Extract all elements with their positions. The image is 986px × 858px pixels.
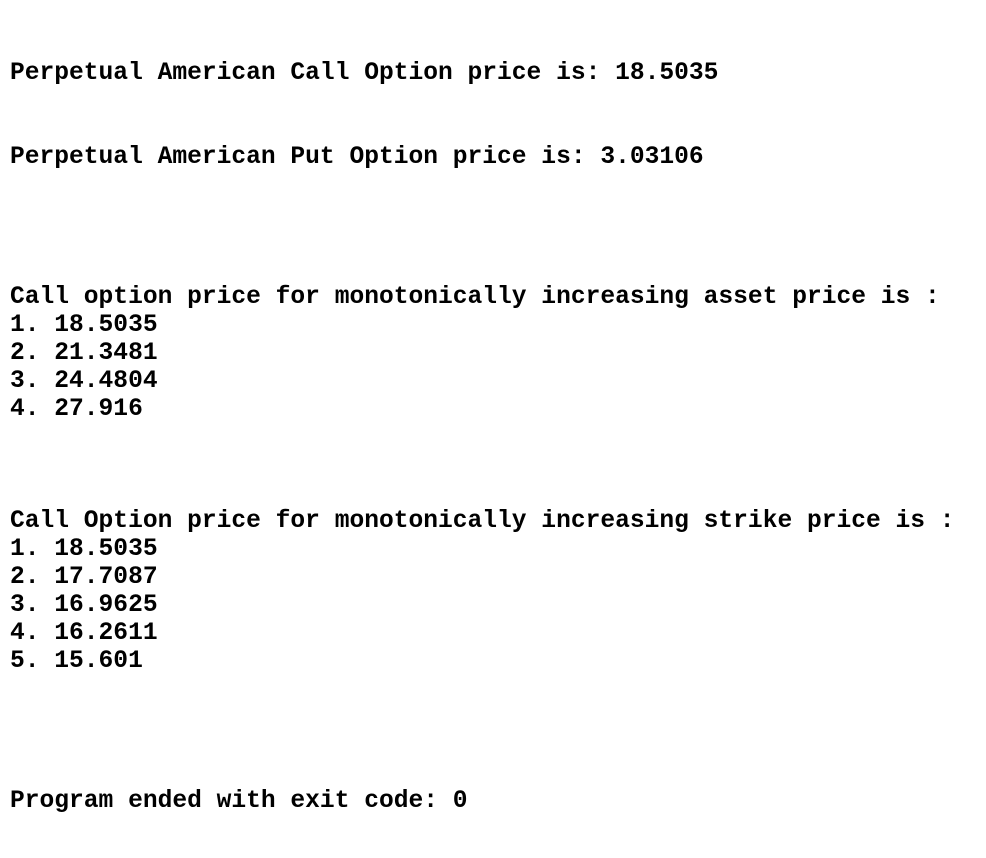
result-item: 2. 17.7087: [10, 564, 158, 591]
result-item: 4. 16.2611: [10, 620, 158, 647]
output-line: Perpetual American Put Option price is: …: [10, 144, 704, 171]
result-item: 3. 24.4804: [10, 368, 158, 395]
exit-line: Program ended with exit code: 0: [10, 788, 468, 815]
result-item: 2. 21.3481: [10, 340, 158, 367]
section-heading: Call option price for monotonically incr…: [10, 284, 940, 311]
sections: Call option price for monotonically incr…: [10, 284, 986, 676]
output-line: Perpetual American Call Option price is:…: [10, 60, 719, 87]
result-item: 1. 18.5035: [10, 312, 158, 339]
result-item: 1. 18.5035: [10, 536, 158, 563]
section-heading: Call Option price for monotonically incr…: [10, 508, 955, 535]
result-item: 3. 16.9625: [10, 592, 158, 619]
result-item: 4. 27.916: [10, 396, 143, 423]
result-item: 5. 15.601: [10, 648, 143, 675]
